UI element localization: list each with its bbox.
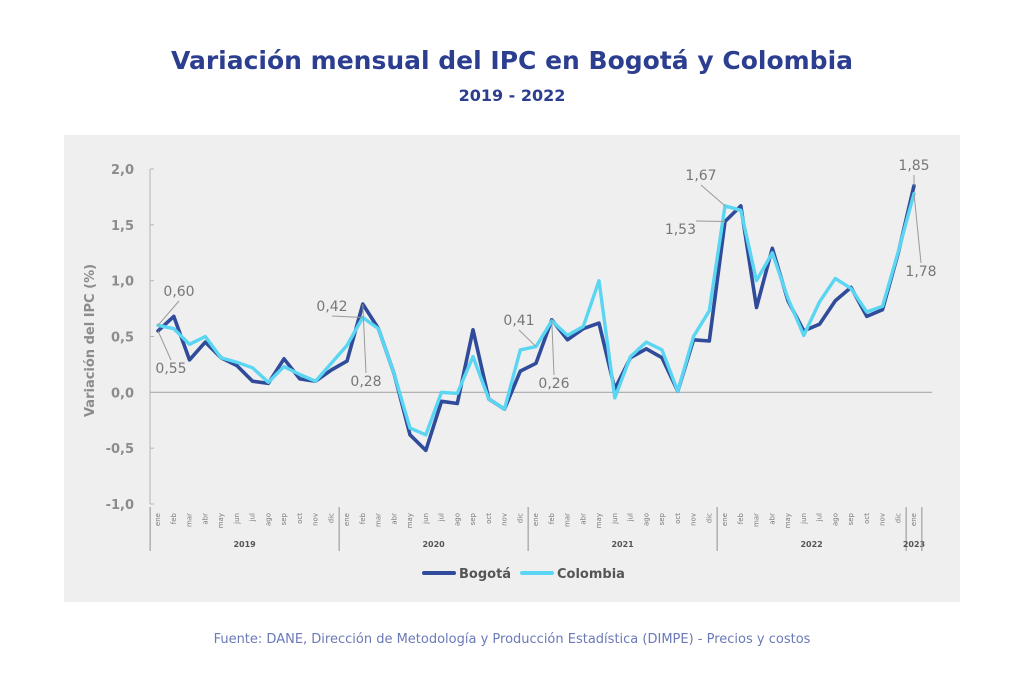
- x-tick-label: feb: [737, 512, 745, 524]
- x-tick-label: nov: [312, 513, 320, 526]
- data-label: 0,42: [316, 299, 347, 315]
- data-label: 1,85: [898, 158, 929, 174]
- x-tick-label: ene: [910, 513, 918, 526]
- x-tick-label: ago: [453, 513, 461, 526]
- annotation-leader: [331, 315, 363, 319]
- line-chart: 2,0 1,5 1,0 0,5 0,0 -0,5 -1,0 Variación del IPC…: [83, 158, 937, 582]
- x-tick-label: ago: [642, 513, 650, 526]
- source-note: Fuente: DANE, Dirección de Metodología y…: [213, 632, 811, 647]
- x-tick-label: sep: [469, 512, 477, 525]
- data-label: 1,67: [685, 168, 716, 184]
- x-tick-label: jun: [233, 513, 241, 525]
- series-line-bogota: [156, 183, 916, 453]
- x-tick-label: jun: [611, 513, 619, 525]
- y-tick-label: -1,0: [106, 498, 134, 513]
- x-tick-label: sep: [847, 512, 855, 525]
- x-tick-label: mar: [753, 513, 761, 527]
- x-tick-label: mar: [564, 513, 572, 527]
- x-tick-label: abr: [390, 513, 398, 525]
- y-tick-label: 0,5: [111, 331, 134, 346]
- annotation-leader: [362, 304, 367, 374]
- x-tick-label: jul: [438, 513, 446, 522]
- year-label: 2021: [611, 540, 634, 549]
- y-tick-label: 1,0: [111, 275, 134, 290]
- x-tick-label: feb: [548, 512, 556, 524]
- x-tick-label: jun: [422, 513, 430, 525]
- x-tick-label: oct: [674, 513, 682, 524]
- y-axis-label: Variación del IPC (%): [83, 264, 98, 417]
- x-tick-label: oct: [863, 513, 871, 524]
- x-tick-label: dic: [327, 513, 335, 523]
- annotation-leader: [700, 184, 726, 207]
- x-tick-label: abr: [768, 513, 776, 525]
- chart-title: Variación mensual del IPC en Bogotá y Co…: [170, 46, 854, 75]
- legend-label-bogota: Bogotá: [459, 567, 511, 582]
- year-label: 2019: [233, 540, 256, 549]
- x-tick-label: dic: [705, 513, 713, 523]
- data-label: 0,26: [538, 376, 569, 392]
- x-tick-label: feb: [359, 512, 367, 524]
- x-tick-label: sep: [658, 512, 666, 525]
- x-tick-label: nov: [690, 513, 698, 526]
- x-tick-label: may: [217, 513, 225, 528]
- y-tick-label: 1,5: [111, 219, 134, 234]
- chart-panel: 2,0 1,5 1,0 0,5 0,0 -0,5 -1,0 Variación del IPC…: [64, 135, 960, 602]
- x-tick-label: nov: [879, 513, 887, 526]
- chart-subtitle: 2019 - 2022: [458, 86, 566, 105]
- y-tick-label: 2,0: [111, 163, 134, 178]
- x-tick-label: oct: [485, 513, 493, 524]
- x-tick-label: may: [595, 513, 603, 528]
- annotation-leader: [157, 300, 180, 326]
- x-tick-label: may: [406, 513, 414, 528]
- x-tick-label: ene: [154, 513, 162, 526]
- data-label: 0,60: [163, 284, 194, 300]
- x-tick-label: may: [784, 513, 792, 528]
- data-label: 0,41: [503, 313, 534, 329]
- year-label: 2020: [422, 540, 445, 549]
- y-tick-label: 0,0: [111, 386, 134, 401]
- x-tick-label: mar: [375, 513, 383, 527]
- x-tick-label: oct: [296, 513, 304, 524]
- x-tick-label: jul: [627, 513, 635, 522]
- series-line-colombia: [156, 191, 916, 437]
- x-tick-label: nov: [501, 513, 509, 526]
- x-tick-label: jul: [816, 513, 824, 522]
- annotation-leader: [913, 193, 922, 264]
- year-label: 2023: [903, 540, 925, 549]
- annotation-leader: [551, 319, 555, 376]
- data-label: 1,53: [665, 222, 696, 238]
- x-tick-label: sep: [280, 512, 288, 525]
- y-tick-label: -0,5: [106, 442, 134, 457]
- data-label: 0,28: [350, 374, 381, 390]
- x-tick-label: ago: [831, 513, 839, 526]
- x-tick-label: jul: [249, 513, 257, 522]
- x-tick-label: abr: [579, 513, 587, 525]
- x-tick-label: dic: [894, 513, 902, 523]
- x-tick-label: ago: [264, 513, 272, 526]
- x-tick-label: abr: [201, 513, 209, 525]
- data-label: 1,78: [905, 264, 936, 280]
- annotation-leader: [518, 329, 537, 347]
- x-tick-label: mar: [186, 513, 194, 527]
- x-tick-label: dic: [516, 513, 524, 523]
- x-tick-label: jun: [800, 513, 808, 525]
- x-tick-label: ene: [532, 513, 540, 526]
- legend-label-colombia: Colombia: [557, 567, 625, 582]
- x-tick-label: ene: [343, 513, 351, 526]
- year-label: 2022: [800, 540, 822, 549]
- annotation-leader: [157, 330, 172, 361]
- data-label: 0,55: [155, 361, 186, 377]
- x-tick-label: ene: [721, 513, 729, 526]
- x-tick-label: feb: [170, 512, 178, 524]
